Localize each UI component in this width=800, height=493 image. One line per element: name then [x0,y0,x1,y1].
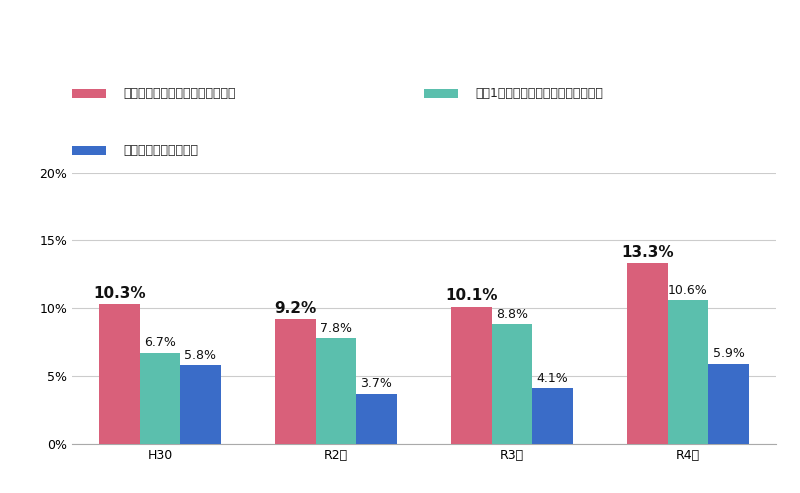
Bar [451,307,492,444]
Bar [532,388,573,444]
Bar [356,393,397,444]
Text: 13.3%: 13.3% [622,245,674,260]
Text: 3.7%: 3.7% [361,377,393,390]
Text: 6.7%: 6.7% [144,337,176,350]
Bar [492,324,532,444]
Bar [708,364,749,444]
Bar [99,304,140,444]
Bar [627,263,668,444]
Text: 4.1%: 4.1% [537,372,568,385]
Text: 7.8%: 7.8% [320,321,352,335]
Text: いずれかに該当する労働者がいた: いずれかに該当する労働者がいた [123,87,236,101]
FancyBboxPatch shape [72,89,106,99]
Text: 5.8%: 5.8% [185,349,217,362]
Bar [668,300,708,444]
FancyBboxPatch shape [72,146,106,155]
Bar [140,353,180,444]
Text: 9.2%: 9.2% [274,301,317,316]
Bar [275,319,316,444]
Text: 5.9%: 5.9% [713,348,745,360]
Text: 8.8%: 8.8% [496,308,528,321]
Text: 連続1か月以上休業した労働者がいた: 連続1か月以上休業した労働者がいた [475,87,603,101]
Bar [180,365,221,444]
Text: 10.6%: 10.6% [668,283,708,297]
Bar [316,338,356,444]
Text: 10.1%: 10.1% [446,288,498,303]
Text: 退職した労働者がいた: 退職した労働者がいた [123,144,198,157]
Text: メンタルヘルス不調により休業または退職した労働者がいる事業所の割合: メンタルヘルス不調により休業または退職した労働者がいる事業所の割合 [214,17,586,36]
FancyBboxPatch shape [424,89,458,99]
Text: 10.3%: 10.3% [94,285,146,301]
